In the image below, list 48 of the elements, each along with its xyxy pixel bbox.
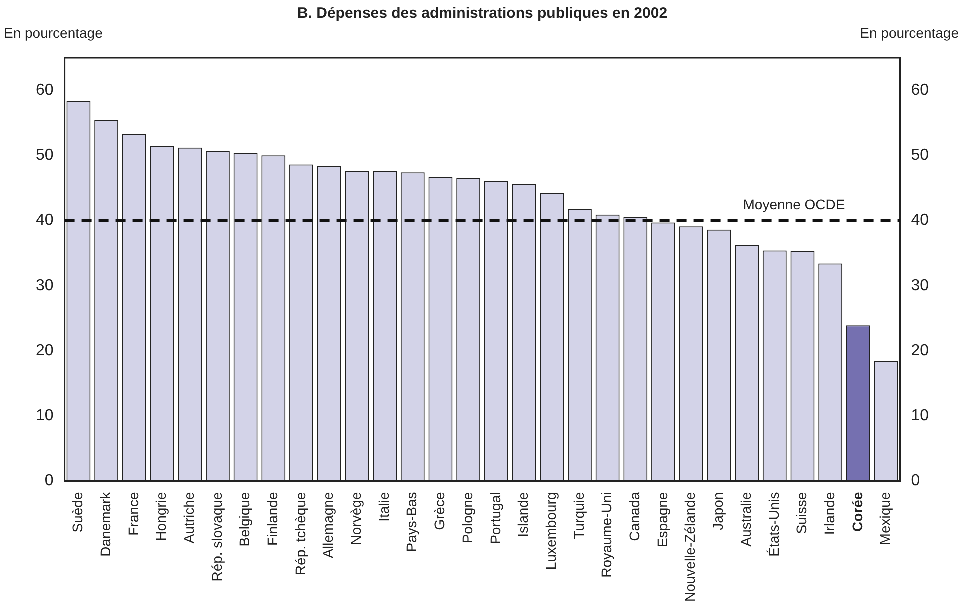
x-tick-label: Pologne [459, 492, 476, 544]
x-tick-label: Allemagne [320, 492, 336, 558]
x-tick-label: Turquie [570, 492, 587, 540]
x-tick-label: Nouvelle-Zélande [682, 492, 698, 602]
x-tick-label: Finlande [264, 492, 281, 546]
x-tick-label: Pays-Bas [404, 492, 420, 552]
x-tick-label: Hongrie [153, 492, 170, 542]
x-tick-label: Australie [738, 492, 754, 547]
x-tick-label: Suède [70, 492, 86, 533]
x-tick-label: Italie [376, 492, 392, 522]
y2-tick-label: 40 [911, 212, 930, 230]
x-tick-label: Suisse [794, 492, 810, 534]
ref-line-label: Moyenne OCDE [743, 196, 846, 213]
y-tick-label: 60 [36, 82, 54, 99]
y-tick-label: 40 [36, 212, 54, 230]
x-tick-label: Rép. slovaque [208, 492, 225, 582]
x-tick-label: Mexique [877, 492, 894, 546]
y2-tick-label: 10 [911, 408, 930, 425]
x-tick-label: Rép. tchèque [292, 492, 308, 576]
x-tick-label: Corée [849, 492, 866, 532]
y-tick-label: 30 [36, 277, 54, 294]
x-tick-label: Royaume-Uni [598, 492, 615, 578]
y-tick-label: 0 [44, 472, 54, 490]
x-tick-label: Luxembourg [542, 492, 559, 570]
y-tick-label: 10 [36, 408, 54, 425]
x-tick-label: Islande [515, 492, 532, 538]
y-tick-label: 50 [36, 147, 54, 164]
x-tick-label: Autriche [180, 492, 197, 544]
x-tick-label: Belgique [236, 492, 253, 547]
x-tick-label: Grèce [432, 492, 448, 530]
chart-title: B. Dépenses des administrations publiques en 2002 [296, 5, 669, 22]
x-tick-label: Irlande [821, 492, 838, 536]
x-tick-label: Norvège [348, 492, 364, 546]
y-axis-title: En pourcentage [4, 25, 103, 41]
y2-tick-label: 20 [911, 342, 930, 360]
x-tick-label: France [125, 492, 142, 536]
x-tick-label: États-Unis [766, 492, 782, 557]
y2-tick-label: 30 [911, 277, 930, 294]
x-tick-label: Danemark [97, 491, 114, 557]
x-tick-label: Espagne [654, 492, 670, 548]
x-tick-label: Japon [710, 492, 726, 530]
x-tick-label: Portugal [487, 492, 504, 544]
y2-tick-label: 0 [911, 472, 920, 490]
x-tick-label: Canada [626, 492, 643, 542]
y2-tick-label: 50 [911, 147, 930, 164]
y-tick-label: 20 [36, 342, 54, 360]
y2-tick-label: 60 [911, 82, 930, 99]
y2-axis-title: En pourcentage [860, 25, 959, 41]
